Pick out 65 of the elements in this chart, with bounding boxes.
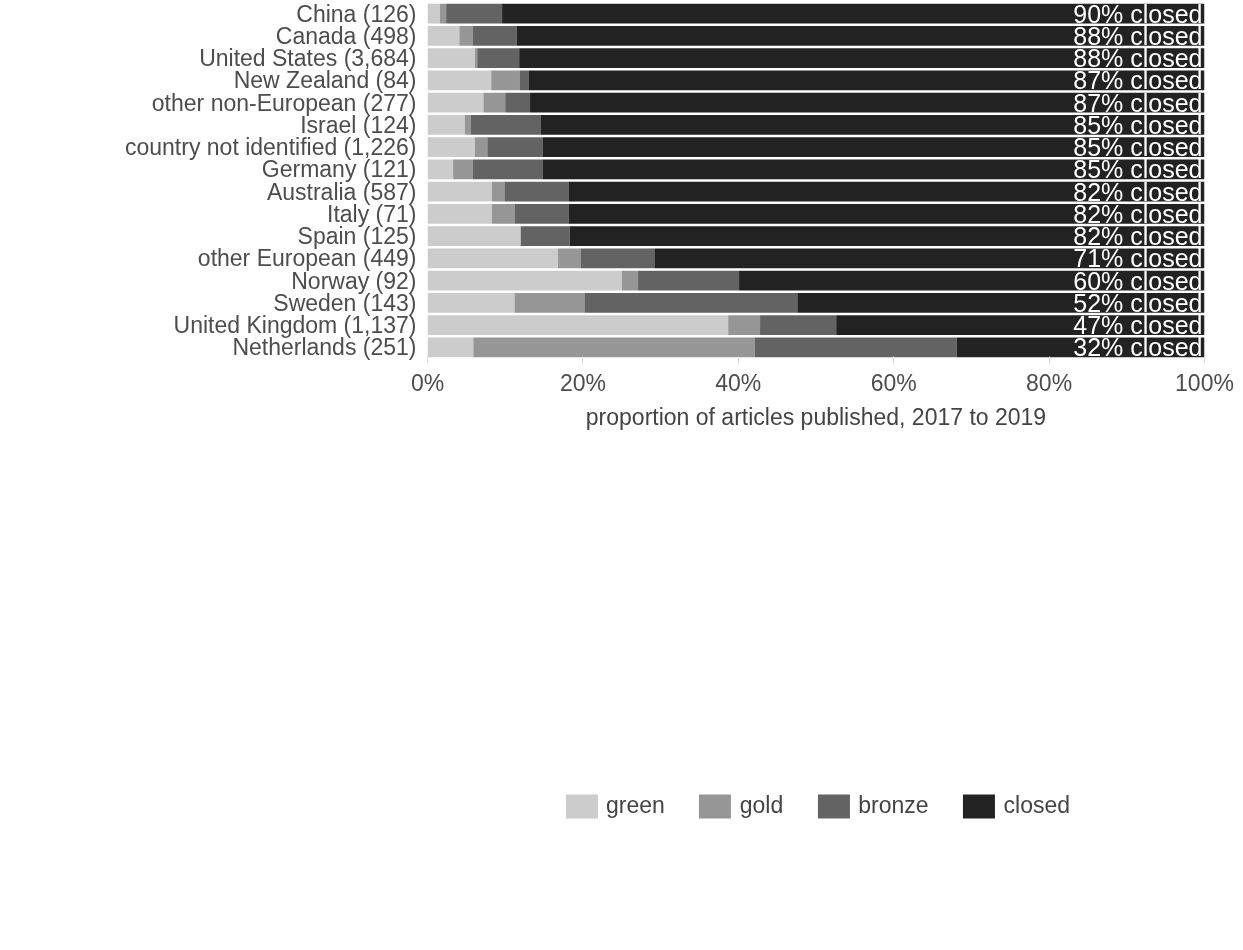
bar (728, 315, 761, 335)
bar (519, 48, 1205, 68)
bar (427, 270, 622, 291)
legend-label: bronze (858, 792, 929, 819)
bar (516, 26, 1205, 46)
bar (473, 337, 755, 358)
bar (487, 137, 543, 157)
bar (584, 293, 798, 313)
bar (446, 3, 503, 24)
x-tick-label: 100% (1175, 369, 1234, 396)
x-tick-label: 0% (410, 369, 445, 396)
bar (504, 181, 569, 202)
bar (459, 26, 473, 46)
legend-label: green (605, 792, 665, 819)
bar (427, 248, 559, 269)
bar (464, 115, 472, 135)
bar (427, 3, 440, 24)
data-label: 32% closed (1073, 333, 1203, 362)
bar (491, 181, 505, 202)
bar (580, 248, 655, 269)
bar (427, 115, 465, 135)
legend-label: gold (739, 792, 784, 819)
x-tick-label: 20% (559, 369, 606, 396)
bar (568, 204, 1205, 224)
bar (621, 270, 639, 291)
bar (427, 315, 729, 335)
bar (427, 226, 521, 246)
bar (483, 92, 506, 113)
bar (519, 70, 529, 91)
bar (514, 204, 569, 224)
bar (471, 115, 541, 135)
x-axis-title: proportion of articles published, 2017 to 2019 (585, 403, 1047, 430)
bar (427, 337, 474, 358)
bar (427, 26, 460, 46)
bar (427, 293, 515, 313)
bar (540, 115, 1205, 135)
bar (427, 70, 492, 91)
bar (514, 293, 585, 313)
bar (491, 70, 520, 91)
bar (638, 270, 740, 291)
bar (569, 226, 1205, 246)
bar (760, 315, 837, 335)
bar (520, 226, 570, 246)
bar (427, 181, 492, 202)
bar (427, 48, 475, 68)
legend-label: closed (1003, 792, 1071, 819)
bar (427, 159, 454, 180)
bar (474, 137, 488, 157)
bar (477, 48, 520, 68)
bar (491, 204, 515, 224)
bar (542, 137, 1205, 157)
bar (505, 92, 531, 113)
x-tick-label: 40% (715, 369, 762, 396)
bar (427, 92, 484, 113)
bar (472, 26, 517, 46)
bar (453, 159, 473, 180)
y-tick-label: China (126) (296, 0, 417, 27)
x-tick-label: 80% (1026, 369, 1073, 396)
x-tick-label: 60% (870, 369, 917, 396)
bar (754, 337, 957, 358)
bar (427, 204, 492, 224)
bar (427, 137, 475, 157)
bar (558, 248, 581, 269)
bar (472, 159, 543, 180)
bar (439, 3, 447, 24)
